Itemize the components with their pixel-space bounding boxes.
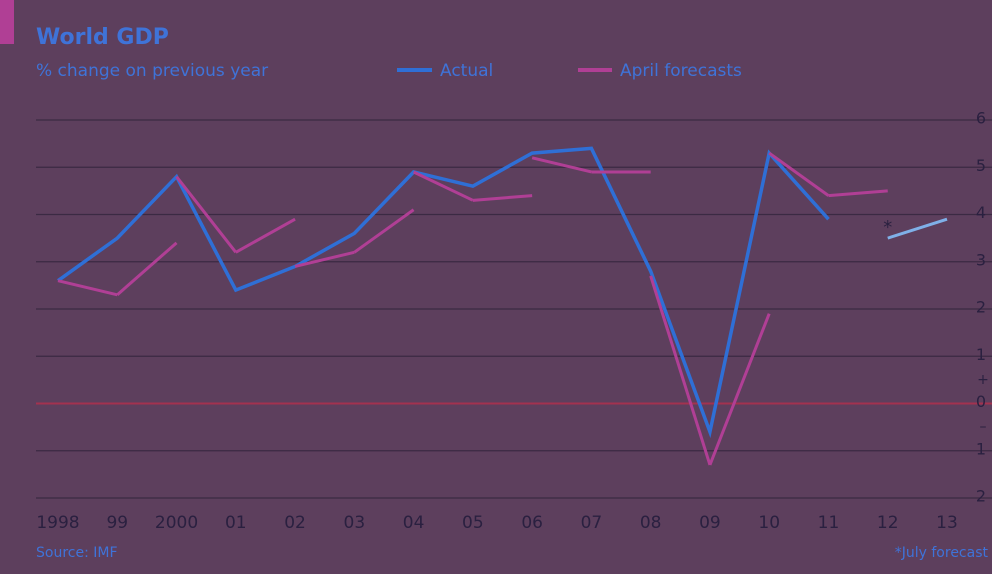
y-tick-label: 3: [976, 250, 986, 269]
x-tick-label: 04: [403, 513, 425, 533]
x-tick-label: 01: [225, 513, 247, 533]
y-tick-label: 5: [976, 156, 986, 175]
x-tick-label: 11: [818, 513, 840, 533]
forecast-line: [57, 279, 118, 297]
forecast-line: [828, 189, 888, 198]
forecast-line: [472, 194, 533, 202]
x-tick-label: 12: [877, 513, 899, 533]
y-tick-label: 2: [976, 487, 986, 506]
y-tick-label: 2: [976, 298, 986, 317]
forecast-line: [768, 151, 830, 197]
forecast-line: [649, 275, 712, 466]
y-tick-label: 1: [976, 345, 986, 364]
legend-label: April forecasts: [620, 61, 742, 81]
sign-label: +: [977, 372, 989, 388]
x-tick-label: 10: [758, 513, 780, 533]
july-marker: *: [883, 217, 892, 238]
july-forecast-line: [887, 217, 948, 240]
footnote: *July forecast: [895, 545, 989, 561]
x-tick-label: 13: [936, 513, 958, 533]
x-tick-label: 99: [106, 513, 128, 533]
actual-line: [56, 146, 830, 439]
y-tick-label: 6: [976, 109, 986, 128]
source: Source: IMF: [36, 545, 118, 561]
forecast-line: [294, 250, 355, 268]
legend-label: Actual: [440, 61, 493, 81]
x-tick-label: 02: [284, 513, 306, 533]
y-tick-label: 4: [976, 203, 986, 222]
x-tick-label: 03: [344, 513, 366, 533]
forecast-line: [175, 175, 237, 254]
x-tick-label: 06: [521, 513, 543, 533]
forecast-line: [116, 241, 178, 296]
x-tick-label: 05: [462, 513, 484, 533]
x-tick-label: 09: [699, 513, 721, 533]
forecast-line: [235, 217, 296, 254]
forecast-line: [531, 156, 592, 174]
tag: [0, 0, 14, 44]
chart-title: World GDP: [36, 25, 169, 50]
x-tick-label: 08: [640, 513, 662, 533]
x-tick-label: 07: [581, 513, 603, 533]
forecast-line: [412, 170, 474, 202]
x-tick-label: 2000: [155, 513, 198, 533]
sign-label: –: [980, 419, 987, 435]
chart-subtitle: % change on previous year: [36, 61, 268, 81]
forecast-line: [708, 313, 771, 466]
x-tick-label: 1998: [36, 513, 79, 533]
forecast-line: [353, 208, 415, 254]
y-tick-label: 0: [976, 392, 986, 411]
y-tick-label: 1: [976, 439, 986, 458]
